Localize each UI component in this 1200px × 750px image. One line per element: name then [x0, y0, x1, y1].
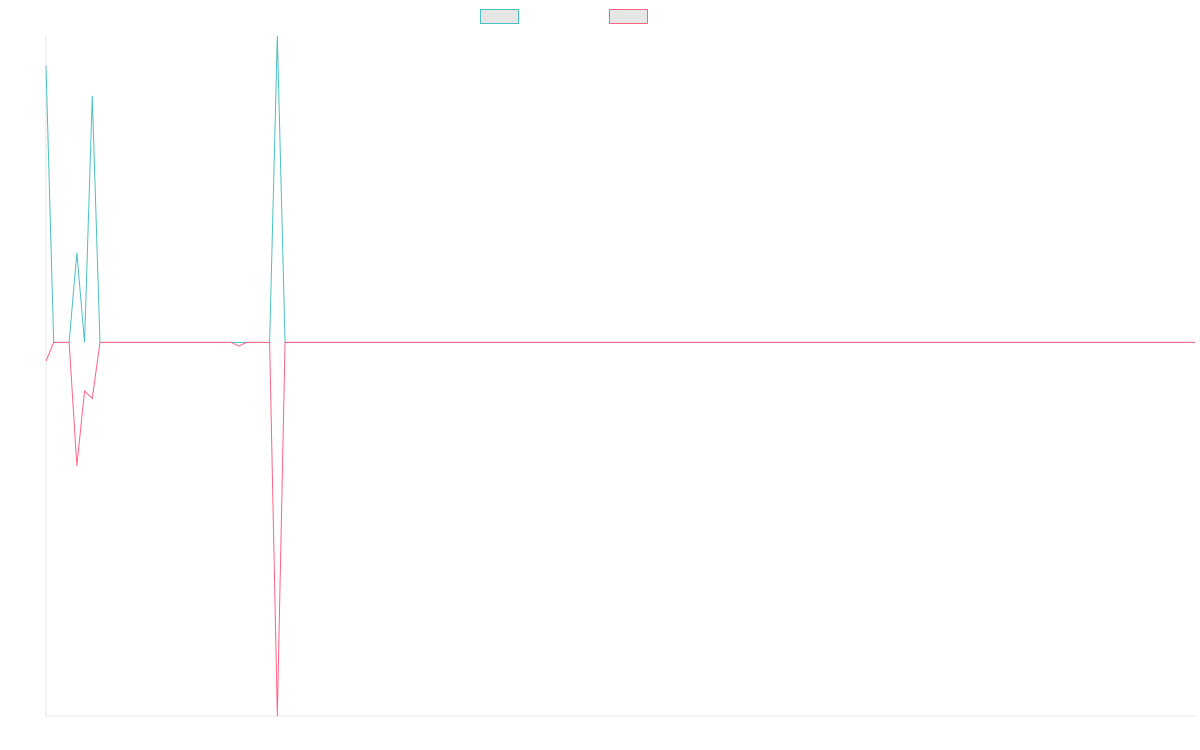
series-line-1: [45, 341, 1195, 717]
legend-item-series-1[interactable]: [609, 9, 654, 24]
legend-swatch-series-1: [609, 9, 648, 24]
series-layer: [45, 35, 1195, 717]
legend: [480, 9, 654, 24]
legend-swatch-series-0: [480, 9, 519, 24]
legend-item-series-0[interactable]: [480, 9, 525, 24]
series-line-0: [45, 35, 1195, 343]
